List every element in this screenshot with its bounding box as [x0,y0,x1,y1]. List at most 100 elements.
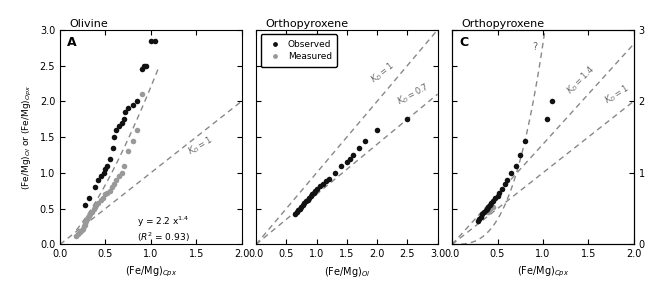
Point [95,174,106,179]
Point [120,110,131,114]
Point [93,178,103,182]
Point [515,153,526,157]
Point [127,138,138,143]
Point [117,120,127,125]
Point [360,138,370,143]
Point [292,210,303,215]
Point [141,63,151,68]
Point [486,201,496,205]
Point [81,219,91,224]
Text: $K_D = 1$: $K_D = 1$ [602,82,632,107]
Legend: Observed, Measured: Observed, Measured [261,34,338,67]
Point [89,205,100,209]
X-axis label: (Fe/Mg)$_{Cpx}$: (Fe/Mg)$_{Cpx}$ [517,265,569,279]
Point [79,223,90,227]
Point [117,170,127,175]
Point [107,185,117,190]
Point [87,210,97,215]
Point [85,212,95,217]
Point [476,215,486,220]
Point [113,174,124,179]
X-axis label: (Fe/Mg)$_{Ol}$: (Fe/Mg)$_{Ol}$ [323,265,370,279]
Point [105,188,115,193]
Point [118,163,129,168]
Point [320,179,331,184]
Point [300,199,311,204]
Point [80,221,91,225]
Text: ?: ? [532,42,537,52]
Point [494,190,505,195]
Text: $K_D = 0.7$: $K_D = 0.7$ [396,80,432,108]
Point [329,170,340,175]
Text: Orthopyroxene: Orthopyroxene [461,19,544,29]
Point [111,128,121,132]
Point [136,67,147,72]
Point [477,212,488,217]
Point [497,186,508,191]
Point [75,230,85,235]
Point [298,203,309,207]
Point [95,198,106,202]
Text: y = 2.2 x$^{1.4}$
($R^2$ = 0.93): y = 2.2 x$^{1.4}$ ($R^2$ = 0.93) [137,214,190,244]
Point [542,117,553,122]
Point [136,92,147,97]
Text: Olivine: Olivine [69,19,108,29]
Point [82,217,93,222]
Point [294,206,305,211]
Point [113,124,124,129]
Point [474,217,485,222]
Point [138,63,149,68]
Point [472,219,483,224]
Point [478,210,489,215]
Point [306,192,317,197]
Point [98,170,109,175]
Point [83,215,93,220]
Point [483,210,494,215]
Point [345,156,356,161]
X-axis label: (Fe/Mg)$_{Cpx}$: (Fe/Mg)$_{Cpx}$ [125,265,177,279]
Point [299,201,309,205]
Point [145,38,156,43]
Point [118,117,129,122]
Point [77,228,87,232]
Point [308,190,319,195]
Point [123,106,133,111]
Point [100,167,111,172]
Point [123,149,133,154]
Point [500,181,510,186]
Point [485,203,496,207]
Point [506,170,516,175]
Point [488,205,498,209]
Point [293,208,303,212]
Point [97,195,108,200]
Point [520,138,530,143]
Point [84,195,95,200]
Point [102,190,113,195]
Y-axis label: (Fe/Mg)$_{Ol}$ or (Fe/Mg)$_{Opx}$: (Fe/Mg)$_{Ol}$ or (Fe/Mg)$_{Opx}$ [21,84,34,190]
Point [492,193,503,198]
Point [302,198,313,202]
Point [490,195,500,200]
Point [305,194,316,199]
Point [77,226,88,231]
Point [150,38,161,43]
Point [342,160,352,164]
Point [89,185,100,190]
Text: $K_D = 1.4$: $K_D = 1.4$ [564,63,598,97]
Point [93,201,103,205]
Point [290,212,301,217]
Point [314,183,325,188]
Point [480,208,491,212]
Point [91,203,101,207]
Point [127,103,138,107]
Point [105,156,115,161]
Point [483,205,494,209]
Point [354,145,364,150]
Point [109,181,120,186]
Point [323,176,334,181]
Point [488,199,498,204]
Point [109,135,120,139]
Point [100,192,111,197]
Text: $K_D = 1$: $K_D = 1$ [186,134,215,158]
Point [510,163,521,168]
